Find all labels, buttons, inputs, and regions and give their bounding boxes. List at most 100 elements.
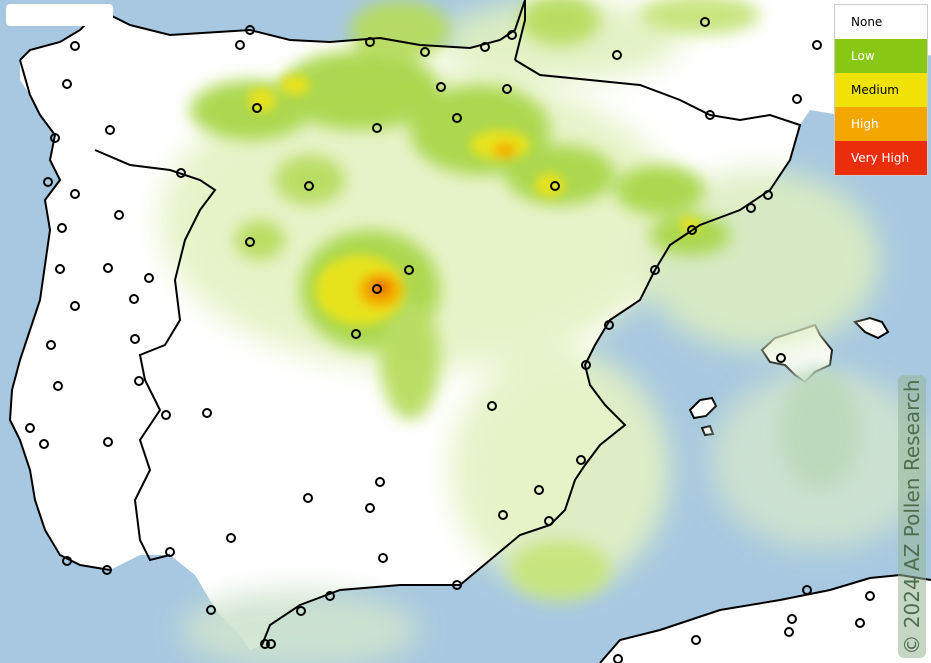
- station-marker[interactable]: [245, 237, 255, 247]
- station-marker[interactable]: [260, 639, 270, 649]
- station-marker[interactable]: [372, 123, 382, 133]
- monitoring-stations: [25, 17, 875, 663]
- station-marker[interactable]: [134, 376, 144, 386]
- station-marker[interactable]: [70, 41, 80, 51]
- formentera: [700, 424, 715, 437]
- station-marker[interactable]: [544, 516, 554, 526]
- pollen-density-layer: [160, 0, 930, 663]
- station-marker[interactable]: [365, 37, 375, 47]
- legend-item-very-high: Very High: [835, 141, 927, 175]
- station-marker[interactable]: [70, 189, 80, 199]
- station-marker[interactable]: [62, 556, 72, 566]
- station-marker[interactable]: [375, 477, 385, 487]
- station-marker[interactable]: [103, 263, 113, 273]
- station-marker[interactable]: [787, 614, 797, 624]
- legend-label: Medium: [851, 83, 899, 97]
- menorca: [853, 316, 890, 340]
- search-box[interactable]: [6, 4, 113, 26]
- legend-item-low: Low: [835, 39, 927, 73]
- ibiza: [688, 396, 718, 420]
- legend-label: Very High: [851, 151, 910, 165]
- station-marker[interactable]: [705, 110, 715, 120]
- station-marker[interactable]: [165, 547, 175, 557]
- legend-item-high: High: [835, 107, 927, 141]
- station-marker[interactable]: [436, 82, 446, 92]
- station-marker[interactable]: [687, 225, 697, 235]
- station-marker[interactable]: [50, 133, 60, 143]
- watermark: © 2024 AZ Pollen Research: [898, 375, 926, 658]
- station-marker[interactable]: [130, 334, 140, 344]
- legend: None Low Medium High Very High: [834, 4, 928, 176]
- station-marker[interactable]: [691, 635, 701, 645]
- station-marker[interactable]: [746, 203, 756, 213]
- station-marker[interactable]: [161, 410, 171, 420]
- station-marker[interactable]: [176, 168, 186, 178]
- station-marker[interactable]: [202, 408, 212, 418]
- station-marker[interactable]: [43, 177, 53, 187]
- station-marker[interactable]: [378, 553, 388, 563]
- station-marker[interactable]: [534, 485, 544, 495]
- station-marker[interactable]: [650, 265, 660, 275]
- station-marker[interactable]: [372, 284, 382, 294]
- legend-item-medium: Medium: [835, 73, 927, 107]
- station-marker[interactable]: [420, 47, 430, 57]
- station-marker[interactable]: [507, 30, 517, 40]
- station-marker[interactable]: [487, 401, 497, 411]
- legend-label: None: [851, 15, 883, 29]
- borders: [8, 0, 931, 663]
- station-marker[interactable]: [452, 113, 462, 123]
- station-marker[interactable]: [452, 580, 462, 590]
- station-marker[interactable]: [498, 510, 508, 520]
- station-marker[interactable]: [325, 591, 335, 601]
- station-marker[interactable]: [105, 125, 115, 135]
- station-marker[interactable]: [784, 627, 794, 637]
- station-marker[interactable]: [103, 437, 113, 447]
- station-marker[interactable]: [62, 79, 72, 89]
- station-marker[interactable]: [266, 639, 276, 649]
- station-marker[interactable]: [245, 25, 255, 35]
- copyright-text: © 2024 AZ Pollen Research: [900, 379, 924, 655]
- legend-label: Low: [851, 49, 875, 63]
- station-marker[interactable]: [812, 40, 822, 50]
- station-marker[interactable]: [613, 654, 623, 663]
- station-marker[interactable]: [304, 181, 314, 191]
- legend-item-none: None: [835, 5, 927, 39]
- station-marker[interactable]: [480, 42, 490, 52]
- station-marker[interactable]: [226, 533, 236, 543]
- station-marker[interactable]: [303, 493, 313, 503]
- legend-label: High: [851, 117, 879, 131]
- station-marker[interactable]: [252, 103, 262, 113]
- station-marker[interactable]: [792, 94, 802, 104]
- station-marker[interactable]: [763, 190, 773, 200]
- station-marker[interactable]: [404, 265, 414, 275]
- station-marker[interactable]: [802, 585, 812, 595]
- station-marker[interactable]: [55, 264, 65, 274]
- station-marker[interactable]: [129, 294, 139, 304]
- station-marker[interactable]: [53, 381, 63, 391]
- station-marker[interactable]: [855, 618, 865, 628]
- station-marker[interactable]: [296, 606, 306, 616]
- station-marker[interactable]: [550, 181, 560, 191]
- station-marker[interactable]: [39, 439, 49, 449]
- station-marker[interactable]: [865, 591, 875, 601]
- station-marker[interactable]: [206, 605, 216, 615]
- station-marker[interactable]: [351, 329, 361, 339]
- station-marker[interactable]: [581, 360, 591, 370]
- station-marker[interactable]: [612, 50, 622, 60]
- station-marker[interactable]: [700, 17, 710, 27]
- station-marker[interactable]: [114, 210, 124, 220]
- station-marker[interactable]: [102, 565, 112, 575]
- station-marker[interactable]: [70, 301, 80, 311]
- station-marker[interactable]: [46, 340, 56, 350]
- station-marker[interactable]: [576, 455, 586, 465]
- station-marker[interactable]: [604, 320, 614, 330]
- north-africa-land: [600, 575, 931, 663]
- station-marker[interactable]: [57, 223, 67, 233]
- station-marker[interactable]: [365, 503, 375, 513]
- station-marker[interactable]: [502, 84, 512, 94]
- station-marker[interactable]: [776, 353, 786, 363]
- station-marker[interactable]: [25, 423, 35, 433]
- station-marker[interactable]: [144, 273, 154, 283]
- station-marker[interactable]: [235, 40, 245, 50]
